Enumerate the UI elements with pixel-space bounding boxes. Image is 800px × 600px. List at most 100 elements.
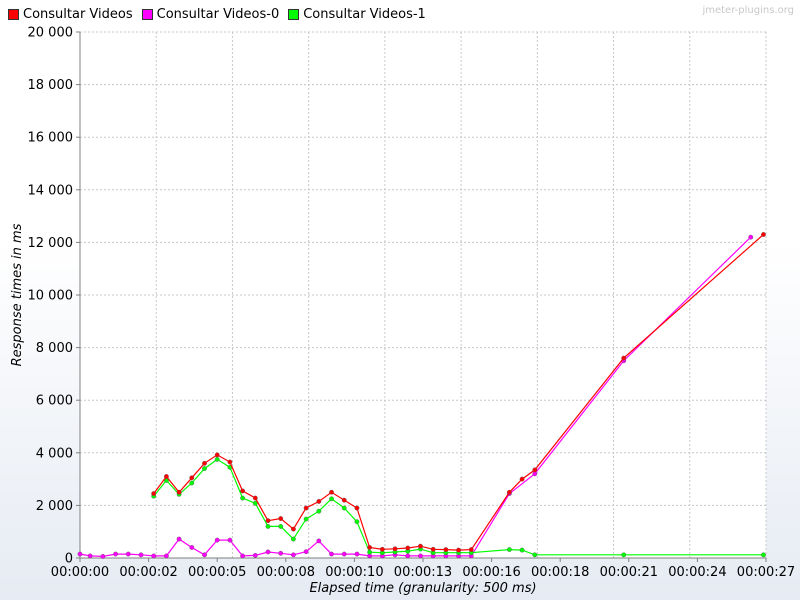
y-axis-title: Response times in ms [10,223,25,366]
x-tick-label: 00:00:05 [188,565,246,580]
y-tick-label: 10 000 [28,289,74,304]
data-point [214,452,220,458]
data-point [240,495,246,501]
data-point [341,551,347,557]
data-point [240,553,246,559]
data-point [151,553,157,559]
data-point [506,489,512,495]
data-point [214,456,220,462]
data-point [354,505,360,511]
data-point [113,551,118,557]
data-point [303,505,309,511]
data-point [418,543,423,549]
legend-item: Consultar Videos-1 [288,7,426,22]
data-point [265,524,271,529]
data-point [532,467,538,473]
data-point [367,545,373,550]
x-tick-label: 00:00:18 [531,565,589,580]
data-point [202,460,207,466]
data-point [291,552,296,558]
x-tick-label: 00:00:16 [462,565,520,580]
data-point [189,480,195,486]
data-point [278,550,284,556]
series-line [77,234,754,559]
data-point [379,546,385,552]
x-tick-label: 00:00:08 [257,565,315,580]
y-tick-label: 12 000 [28,236,74,251]
x-tick-label: 00:00:02 [119,565,177,580]
data-point [100,554,106,559]
data-point [621,552,627,558]
data-point [418,553,423,559]
y-tick-label: 8 000 [36,341,73,356]
data-point [532,552,538,558]
legend-swatch [288,8,300,20]
data-point [252,552,258,558]
data-point [163,474,169,479]
y-tick-label: 0 [65,552,73,567]
data-point [278,516,284,521]
data-point [329,496,334,502]
x-tick-label: 00:00:10 [325,565,383,580]
series-line [151,456,766,558]
y-tick-label: 4 000 [36,446,73,461]
data-point [392,546,398,552]
y-tick-label: 18 000 [28,78,74,93]
data-point [341,497,347,503]
x-tick-label: 00:00:13 [394,565,452,580]
data-point [329,489,334,495]
data-point [316,499,322,504]
data-point [519,547,525,553]
series-group [77,232,766,559]
axes: 0 2 000 4 000 6 000 8 000 10 000 12 000 14 000 1… [28,26,796,581]
data-point [189,545,195,550]
data-point [443,547,449,552]
legend-item: Consultar Videos-0 [141,6,280,22]
data-point [761,552,766,558]
y-tick-label: 2 000 [36,499,73,514]
data-point [430,546,436,552]
data-point [468,547,474,552]
legend-item: Consultar Videos [8,7,133,22]
data-point [176,536,182,542]
data-point [354,551,360,557]
data-point [138,552,144,558]
data-point [291,526,296,532]
legend-label: Consultar Videos [23,6,133,22]
x-tick-label: 00:00:00 [51,565,109,580]
data-point [354,519,360,525]
x-tick-label: 00:00:24 [668,565,726,580]
data-point [227,537,233,543]
data-point [189,475,195,481]
data-point [176,489,182,495]
legend-swatch [8,8,19,20]
x-tick-label: 00:00:27 [737,565,795,580]
y-tick-label: 20 000 [28,26,74,41]
data-point [240,488,246,494]
data-point [252,500,258,506]
x-tick-label: 00:00:21 [600,565,658,580]
legend-label: Consultar Videos-0 [156,6,280,22]
data-point [303,549,309,555]
data-point [151,491,157,496]
data-point [329,551,334,557]
data-point [87,553,93,559]
data-point [291,536,296,542]
series-line [151,232,766,553]
data-point [621,355,627,361]
data-point [214,537,220,543]
data-point [227,459,233,465]
data-point [405,553,411,559]
data-point [252,495,258,501]
legend-swatch [141,8,153,20]
y-tick-label: 16 000 [28,131,74,146]
data-point [761,232,766,237]
data-point [265,518,271,524]
legend: Consultar Videos Consultar Videos-0 Consul… [8,5,435,23]
data-point [456,547,461,553]
data-point [519,476,525,482]
plot-area [80,32,766,558]
data-point [163,553,169,559]
data-point [202,552,207,558]
x-axis-title: Elapsed time (granularity: 500 ms) [309,581,536,596]
